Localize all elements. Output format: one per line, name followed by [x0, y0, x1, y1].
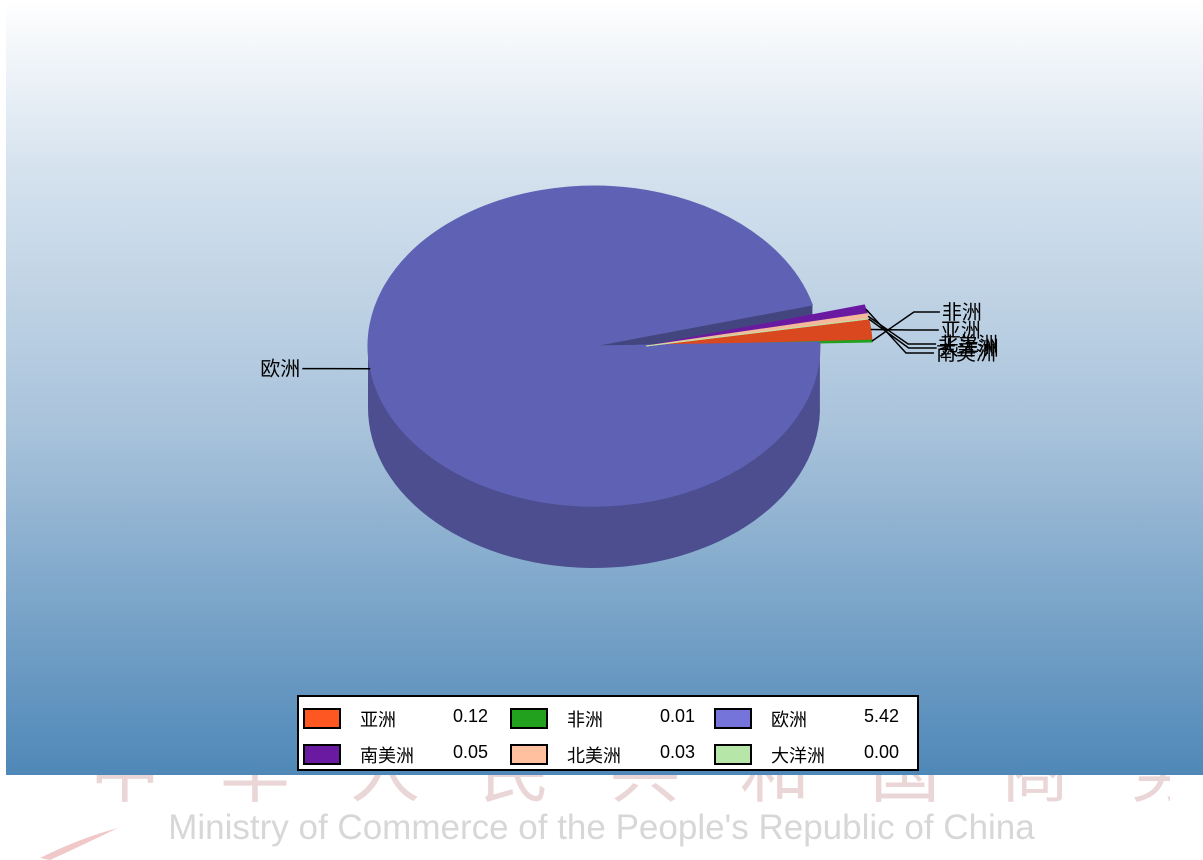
legend-swatch	[714, 708, 752, 729]
chart-area: 亚洲 非洲 欧洲 南美洲 北美洲 大洋洲 亚洲 0.12 非洲 0.01 欧洲 5.42 南美洲 0.0…	[6, 0, 1203, 775]
leader-line-0	[870, 328, 939, 331]
legend-value: 0.12	[452, 706, 488, 726]
slice-label-group-4: 北美洲	[867, 315, 998, 356]
slice-label-group-1: 非洲	[871, 300, 982, 342]
legend-label: 北美洲	[567, 746, 621, 767]
pie-side-wall-2	[368, 344, 820, 568]
legend-value: 0.03	[659, 742, 695, 762]
legend-item-1: 非洲 0.01	[510, 703, 710, 733]
slice-label-group-3: 南美洲	[865, 308, 996, 365]
legend-value: 0.05	[452, 742, 488, 762]
slice-label-1: 非洲	[942, 300, 982, 324]
legend-swatch	[714, 744, 752, 765]
legend-label: 南美洲	[360, 746, 414, 767]
slice-label-0: 亚洲	[941, 318, 981, 342]
slice-label-group-5: 大洋洲	[868, 318, 999, 360]
legend: 亚洲 0.12 非洲 0.01 欧洲 5.42 南美洲 0.05 北美洲 0.03 大洋洲 0.00	[297, 695, 919, 771]
legend-swatch	[303, 708, 341, 729]
legend-value: 0.00	[863, 742, 899, 762]
legend-value: 0.01	[659, 706, 695, 726]
legend-item-2: 欧洲 5.42	[714, 703, 914, 733]
pie-slice-5	[645, 318, 869, 347]
legend-item-4: 北美洲 0.03	[510, 739, 710, 769]
legend-label: 大洋洲	[771, 746, 825, 767]
slice-label-2: 欧洲	[260, 357, 300, 381]
legend-label: 非洲	[567, 710, 603, 731]
legend-swatch	[510, 708, 548, 729]
watermark-english-text: Ministry of Commerce of the People's Rep…	[168, 808, 1035, 847]
legend-label: 亚洲	[360, 710, 396, 731]
pie-slice-2	[367, 185, 821, 507]
legend-item-3: 南美洲 0.05	[303, 739, 503, 769]
slice-label-5: 大洋洲	[939, 336, 999, 360]
leader-line-4	[867, 315, 937, 345]
leader-line-3	[865, 308, 934, 354]
ministry-logo-swoosh	[40, 828, 118, 860]
legend-item-5: 大洋洲 0.00	[714, 739, 914, 769]
legend-item-0: 亚洲 0.12	[303, 703, 503, 733]
legend-label: 欧洲	[771, 710, 807, 731]
legend-swatch	[303, 744, 341, 765]
slice-label-3: 南美洲	[936, 341, 996, 365]
slice-label-4: 北美洲	[938, 332, 998, 356]
legend-swatch	[510, 744, 548, 765]
leader-line-5	[868, 318, 937, 349]
legend-value: 5.42	[863, 706, 899, 726]
slice-label-group-2: 欧洲	[260, 357, 371, 381]
